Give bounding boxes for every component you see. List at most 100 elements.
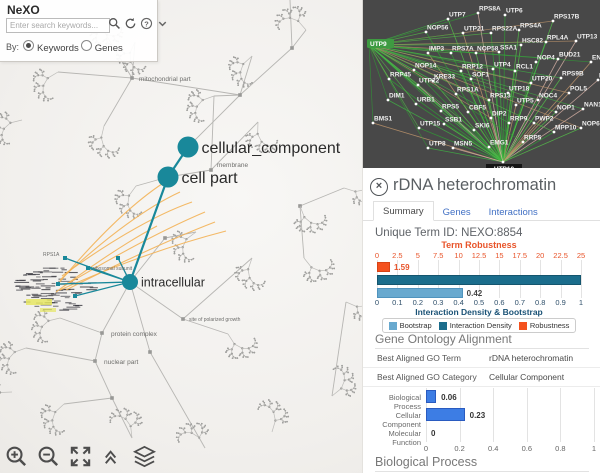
network-node-label[interactable]: RRP45	[390, 72, 411, 79]
legend-item-interaction-density[interactable]: Interaction Density	[438, 321, 512, 330]
network-node-RRP5[interactable]	[521, 140, 525, 144]
network-node-UTP7[interactable]	[446, 17, 450, 21]
layers-icon[interactable]	[132, 444, 157, 469]
network-node-RPS1A[interactable]	[454, 92, 458, 96]
network-node-KRE33[interactable]	[431, 79, 435, 83]
network-node-HSC82[interactable]	[519, 43, 523, 47]
network-node-UTP8[interactable]	[426, 146, 430, 150]
network-node-label[interactable]: RRP12	[462, 64, 483, 71]
zoom-out-icon[interactable]	[36, 444, 61, 469]
network-node-NOC4[interactable]	[536, 98, 540, 102]
network-node-URB1[interactable]	[414, 102, 418, 106]
network-node-RPS17B[interactable]	[551, 19, 555, 23]
network-node-label[interactable]: RPS17B	[554, 14, 580, 21]
network-node-label[interactable]: UTP21	[464, 26, 485, 33]
network-node-UTP20[interactable]	[529, 81, 533, 85]
network-node-label[interactable]: UTP5	[517, 98, 534, 105]
network-node-label[interactable]: IMP3	[429, 46, 445, 53]
tree-term-label[interactable]: membrane	[217, 162, 248, 169]
network-node-SKI6[interactable]	[472, 128, 476, 132]
network-node-NOP1[interactable]	[554, 110, 558, 114]
network-node-RRP45[interactable]	[387, 77, 391, 81]
network-node-label[interactable]: MSN5	[454, 141, 472, 148]
network-node-label[interactable]: RRP5	[524, 135, 542, 142]
network-node-label[interactable]: NOP6	[582, 121, 600, 128]
network-node-label[interactable]: NOC4	[539, 93, 557, 100]
network-node-label[interactable]: UTP8	[429, 141, 446, 148]
network-node-label[interactable]: DIP2	[492, 111, 507, 118]
network-node-SSA1[interactable]	[497, 50, 501, 54]
network-node-label[interactable]: UTP20	[532, 76, 553, 83]
network-node-label[interactable]: NOP56	[427, 25, 449, 32]
network-node-label[interactable]: DIM1	[389, 93, 405, 100]
tree-term-label[interactable]: ribosomal subunit	[93, 266, 133, 272]
network-node-label[interactable]: HSC82	[522, 38, 543, 45]
network-node-label[interactable]: NAN1	[584, 102, 600, 109]
network-node-RPS5[interactable]	[439, 109, 443, 113]
tree-term-label[interactable]: cellular_component	[202, 140, 341, 157]
zoom-in-icon[interactable]	[4, 444, 29, 469]
network-node-label[interactable]: MPP10	[555, 125, 577, 132]
network-node-IMP3[interactable]	[426, 51, 430, 55]
network-node-label[interactable]: RPL4A	[547, 35, 569, 42]
network-node-label[interactable]: UTP15	[420, 121, 441, 128]
tree-node-cell-part[interactable]	[157, 166, 179, 188]
network-node-PWP2[interactable]	[532, 121, 536, 125]
network-node-label[interactable]: UTP18	[509, 86, 530, 93]
network-node-SSB1[interactable]	[442, 122, 446, 126]
tree-term-label[interactable]: RPS1A	[43, 252, 60, 258]
network-node-label[interactable]: RPS5	[442, 104, 459, 111]
network-node-UTP4[interactable]	[491, 67, 495, 71]
network-node-label[interactable]: UTP7	[449, 12, 466, 19]
network-node-RPS13[interactable]	[487, 98, 491, 102]
network-node-RPS4A[interactable]	[517, 28, 521, 32]
network-node-label[interactable]: RPS8A	[479, 6, 501, 13]
radio-genes[interactable]	[80, 40, 92, 51]
network-node-DIM1[interactable]	[386, 98, 390, 102]
network-node-label[interactable]: RPS1A	[457, 87, 479, 94]
network-node-label[interactable]: POL5	[570, 86, 587, 93]
network-node-ENP1[interactable]	[589, 60, 593, 64]
network-node-POL5[interactable]	[567, 91, 571, 95]
network-node-label[interactable]: UTP6	[506, 8, 523, 15]
network-node-label[interactable]: UTP9	[370, 41, 387, 48]
network-node-RCL1[interactable]	[513, 69, 517, 73]
network-node-label[interactable]: CBF5	[469, 105, 486, 112]
tree-term-label[interactable]: nuclear part	[104, 359, 139, 366]
network-node-label[interactable]: SSA1	[500, 45, 517, 52]
network-node-NOP58[interactable]	[474, 51, 478, 55]
fit-to-screen-icon[interactable]	[68, 444, 93, 469]
tree-term-label[interactable]: site of polarized growth	[189, 317, 241, 323]
network-node-NOP14[interactable]	[412, 68, 416, 72]
network-node-label[interactable]: RPS22A	[492, 26, 518, 33]
network-node-BMS1[interactable]	[371, 121, 375, 125]
network-node-label[interactable]: UTP22	[419, 78, 440, 85]
network-node-RRP12[interactable]	[459, 69, 463, 73]
radio-label[interactable]: Genes	[94, 43, 123, 54]
tab-interactions[interactable]: Interactions	[488, 207, 538, 218]
network-node-NOP4[interactable]	[534, 60, 538, 64]
network-node-label[interactable]: SKI6	[475, 123, 490, 130]
network-node-label[interactable]: RCL1	[516, 64, 533, 71]
network-node-UTP22[interactable]	[416, 83, 420, 87]
network-node-label[interactable]: RPS9B	[562, 71, 584, 78]
tab-genes[interactable]: Genes	[442, 207, 471, 218]
search-input[interactable]	[6, 18, 110, 33]
help-icon[interactable]: ?	[140, 17, 153, 30]
tab-summary[interactable]: Summary	[373, 201, 434, 221]
network-node-KRR1[interactable]	[596, 78, 600, 82]
network-node-label[interactable]: KRE33	[434, 74, 455, 81]
tree-term-label[interactable]: protein complex	[111, 331, 158, 338]
network-node-label[interactable]: RRP9	[510, 116, 528, 123]
close-icon[interactable]: ×	[370, 178, 388, 196]
search-icon[interactable]	[108, 17, 121, 30]
network-node-UTP5[interactable]	[514, 103, 518, 107]
network-node-label[interactable]: BMS1	[374, 116, 392, 123]
radio-keywords[interactable]	[23, 40, 35, 51]
network-node-NOP56[interactable]	[424, 30, 428, 34]
network-node-label[interactable]: BUD21	[559, 52, 581, 59]
network-node-label[interactable]: PWP2	[535, 116, 554, 123]
network-node-label[interactable]: NOP4	[537, 55, 555, 62]
